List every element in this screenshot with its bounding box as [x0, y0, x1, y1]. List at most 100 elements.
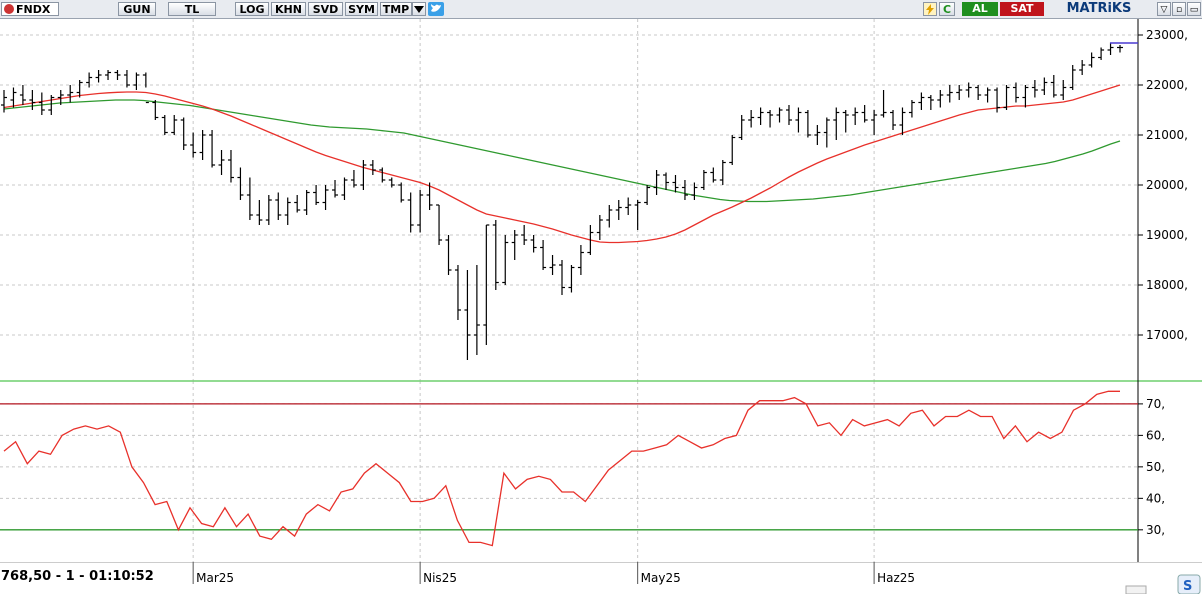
- ohlc-bar: [984, 87, 991, 103]
- ohlc-bar: [1041, 77, 1048, 95]
- ohlc-bar: [899, 107, 906, 135]
- c-button[interactable]: C: [939, 2, 955, 16]
- ohlc-bar: [833, 107, 840, 140]
- ma-short-line: [3, 84, 1121, 244]
- ohlc-bar: [275, 192, 282, 220]
- ohlc-bar: [975, 85, 982, 100]
- rsi-series: [3, 390, 1120, 547]
- minimize-button[interactable]: ▽: [1157, 2, 1171, 16]
- brand-label: MATRiKS: [1066, 1, 1132, 16]
- tmp-button[interactable]: TMP: [380, 2, 412, 16]
- rsi-reference-lines: [0, 403, 1138, 531]
- twitter-icon[interactable]: [428, 2, 444, 16]
- ohlc-bar: [492, 220, 499, 290]
- rsi-tick-label: 40,: [1146, 491, 1165, 505]
- ohlc-bar: [1, 90, 7, 113]
- ohlc-bar: [823, 117, 830, 148]
- ohlc-bar: [227, 150, 234, 183]
- ohlc-bar: [568, 265, 575, 293]
- ohlc-bar: [1003, 85, 1010, 110]
- ma-long-series: [3, 99, 1121, 203]
- ohlc-bar: [994, 87, 1001, 113]
- ohlc-bar: [161, 115, 168, 135]
- dropdown-arrow-icon[interactable]: [412, 2, 426, 16]
- ohlc-bar: [86, 72, 93, 88]
- buy-button[interactable]: AL: [962, 2, 998, 16]
- ohlc-bar: [1079, 60, 1086, 75]
- ohlc-bar: [549, 255, 556, 275]
- ohlc-bar: [209, 130, 216, 168]
- status-readout: 768,50 - 1 - 01:10:52: [1, 569, 154, 584]
- ohlc-bar: [171, 115, 178, 135]
- symbol-box[interactable]: FNDX: [1, 2, 59, 16]
- sym-button[interactable]: SYM: [345, 2, 378, 16]
- ohlc-bar: [606, 205, 613, 228]
- ohlc-bar: [1050, 75, 1057, 98]
- ohlc-bar: [691, 182, 698, 200]
- ohlc-bar: [265, 195, 272, 225]
- ohlc-bar: [663, 172, 670, 190]
- ohlc-bar: [511, 230, 518, 260]
- restore-button[interactable]: ▫: [1172, 2, 1186, 16]
- ohlc-bar: [634, 200, 641, 230]
- svd-button[interactable]: SVD: [308, 2, 343, 16]
- ohlc-bar: [672, 175, 679, 193]
- sell-button[interactable]: SAT: [1000, 2, 1044, 16]
- ohlc-bar: [577, 245, 584, 275]
- ohlc-bar: [710, 167, 717, 183]
- price-tick-label: 22000,: [1146, 78, 1188, 92]
- symbol-label: FNDX: [16, 3, 51, 16]
- ohlc-bar: [502, 235, 509, 285]
- ohlc-bar: [133, 72, 140, 90]
- ohlc-bar: [559, 260, 565, 295]
- ohlc-bar: [114, 70, 121, 80]
- ohlc-bar: [1107, 42, 1114, 55]
- log-button[interactable]: LOG: [235, 2, 269, 16]
- price-axis-ticks: 23000, 22000, 21000, 20000, 19000, 18000, 1700…: [1138, 28, 1188, 342]
- refresh-icon[interactable]: S: [1177, 574, 1201, 594]
- ohlc-bar: [804, 110, 811, 138]
- ohlc-bar: [284, 197, 291, 225]
- ohlc-bar: [436, 204, 443, 245]
- ohlc-bar: [748, 110, 755, 128]
- scroll-arrows-icon[interactable]: [1125, 585, 1147, 594]
- ohlc-bar: [454, 265, 461, 320]
- rsi-axis-ticks: 70, 60, 50, 40, 30,: [1138, 397, 1165, 537]
- ohlc-bar: [681, 180, 688, 200]
- khn-button[interactable]: KHN: [271, 2, 306, 16]
- ohlc-bar: [19, 85, 26, 105]
- ohlc-bar: [105, 70, 112, 80]
- ohlc-bar: [379, 167, 386, 183]
- ma-short-series: [3, 84, 1121, 244]
- ohlc-bar: [57, 90, 64, 105]
- ohlc-bar: [644, 185, 651, 205]
- ohlc-bar: [918, 92, 925, 110]
- ohlc-bar: [729, 135, 736, 165]
- ohlc-bar: [880, 90, 887, 118]
- ohlc-bar: [29, 90, 36, 110]
- ohlc-bar: [294, 195, 301, 213]
- ohlc-bar: [738, 115, 745, 140]
- ohlc-bar: [237, 167, 244, 200]
- chart-area: 23000, 22000, 21000, 20000, 19000, 18000, 1700…: [0, 19, 1202, 562]
- lightning-icon[interactable]: [923, 2, 937, 16]
- price-tick-label: 18000,: [1146, 278, 1188, 292]
- period-button[interactable]: GUN: [118, 2, 156, 16]
- time-axis-bar: 768,50 - 1 - 01:10:52 Mar25 Nis25 May25 Haz…: [0, 562, 1202, 594]
- ohlc-bar: [596, 215, 603, 240]
- price-tick-label: 23000,: [1146, 28, 1188, 42]
- currency-button[interactable]: TL: [168, 2, 216, 16]
- window-button[interactable]: ▭: [1187, 2, 1201, 16]
- ohlc-bar: [67, 85, 74, 103]
- ohlc-bar: [625, 197, 632, 215]
- ohlc-bar: [142, 72, 149, 104]
- ohlc-bar: [445, 235, 452, 275]
- rsi-tick-label: 60,: [1146, 428, 1165, 442]
- time-axis-ticks: Mar25 Nis25 May25 Haz25: [192, 562, 915, 585]
- ohlc-bar: [313, 185, 320, 205]
- ohlc-bar: [757, 107, 764, 125]
- ohlc-bar: [473, 265, 480, 355]
- rsi-tick-label: 50,: [1146, 460, 1165, 474]
- ohlc-bar: [417, 190, 424, 233]
- ohlc-bar: [1012, 82, 1019, 103]
